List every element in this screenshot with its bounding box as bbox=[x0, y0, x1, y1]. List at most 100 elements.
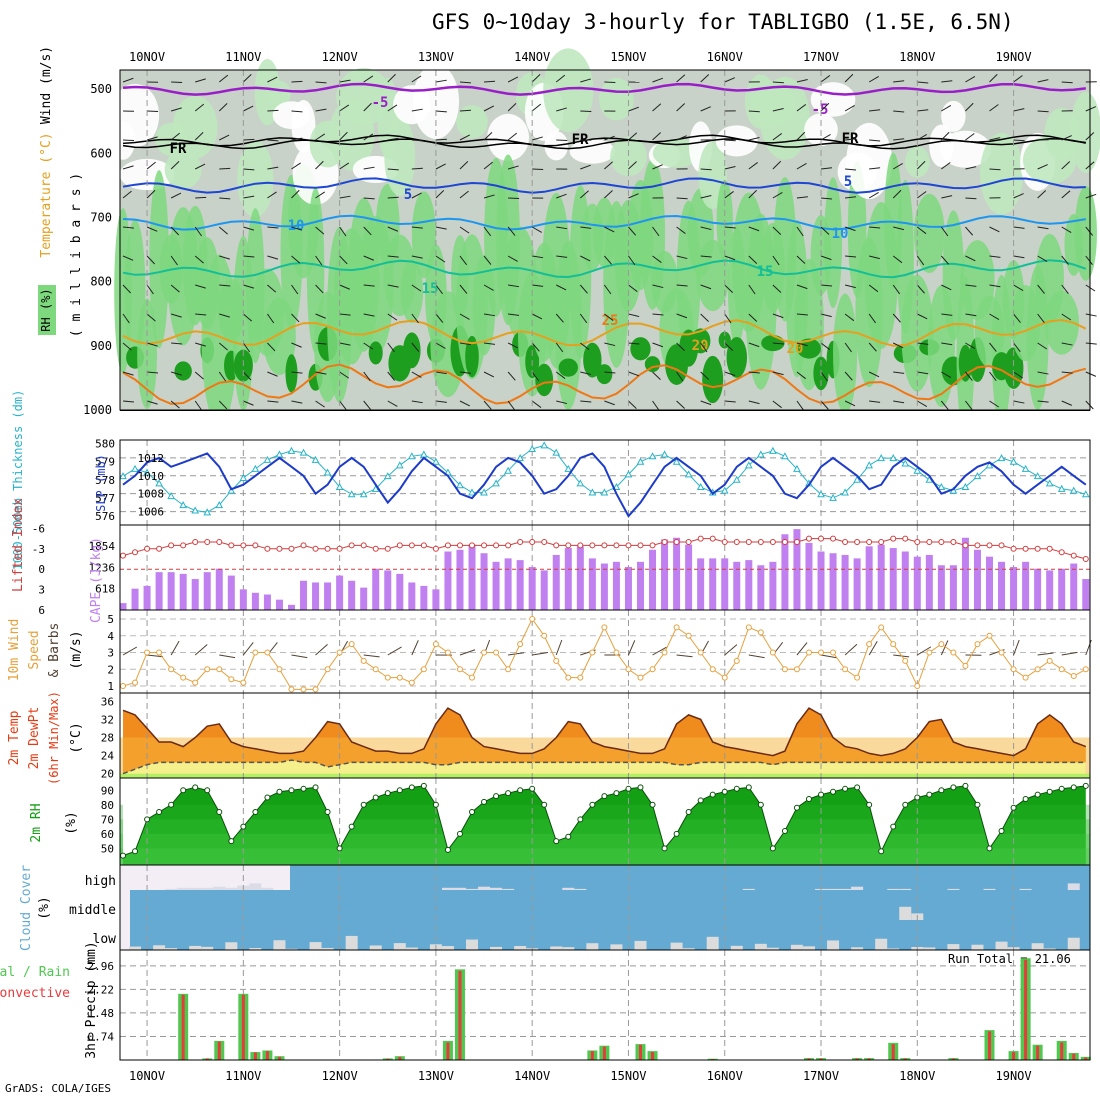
thickness-point bbox=[167, 492, 175, 500]
wind-barb bbox=[989, 226, 1000, 233]
wind-barb bbox=[989, 137, 1001, 141]
temp2m-tick-label: 32 bbox=[101, 713, 114, 726]
precip-conv-bar bbox=[1072, 1053, 1076, 1060]
rh-saturated-patch bbox=[403, 332, 421, 369]
wind10-point bbox=[529, 616, 536, 622]
li-tick-label: -6 bbox=[32, 522, 45, 535]
page-title: GFS 0~10day 3-hourly for TABLIGBO (1.5E,… bbox=[432, 10, 1014, 34]
lifted-index-point bbox=[709, 535, 716, 542]
wind-barb bbox=[724, 255, 736, 261]
rh-moist-patch bbox=[824, 177, 842, 308]
rh2m-point bbox=[469, 809, 476, 816]
precip-conv-bar bbox=[386, 1058, 390, 1060]
wind10-point bbox=[481, 649, 488, 656]
dewpt-series bbox=[122, 759, 1086, 775]
wind-barb bbox=[628, 193, 639, 199]
rh2m-point bbox=[156, 809, 163, 816]
cape-bar bbox=[540, 570, 548, 610]
lifted-index-point bbox=[156, 545, 163, 552]
lifted-index-axis-label: Lifted Index bbox=[11, 498, 26, 592]
wind-barb bbox=[1013, 108, 1025, 112]
high-cloud-bar bbox=[1019, 888, 1032, 890]
wind10-point bbox=[673, 624, 680, 631]
thickness-point bbox=[636, 457, 645, 465]
wind-barb bbox=[459, 313, 470, 320]
cape-bar bbox=[263, 594, 271, 610]
high-cloud-bar bbox=[213, 886, 226, 890]
contour-label: 20 bbox=[787, 341, 804, 357]
cape-bar bbox=[360, 587, 368, 610]
cape-bar bbox=[986, 556, 994, 610]
wind-barb bbox=[363, 255, 375, 261]
wind-barb bbox=[820, 75, 831, 83]
cloud-level-low: low bbox=[93, 932, 117, 947]
wind-barb bbox=[628, 226, 637, 236]
wind-barb bbox=[676, 197, 688, 200]
wind-barb bbox=[146, 342, 158, 347]
contour-label: 5 bbox=[844, 174, 852, 190]
wind-barb bbox=[796, 313, 808, 316]
wind10-barb bbox=[194, 644, 208, 656]
wind-barb bbox=[363, 133, 374, 141]
lifted-index-point bbox=[180, 542, 187, 549]
rh2m-point bbox=[529, 785, 536, 792]
wind-barb bbox=[435, 79, 447, 83]
low-cloud-bar bbox=[490, 946, 503, 950]
wind-barb bbox=[941, 195, 953, 199]
temp-contour-10 bbox=[122, 214, 1086, 231]
wind10-barb bbox=[1013, 639, 1020, 656]
wind-barb bbox=[868, 191, 879, 199]
wind-barb bbox=[507, 102, 517, 112]
wind-barb bbox=[676, 103, 686, 112]
wind-barb bbox=[772, 313, 784, 319]
lifted-index-point bbox=[469, 542, 476, 549]
wind-barb bbox=[724, 371, 736, 377]
wind-barb bbox=[363, 102, 372, 112]
low-cloud-bar bbox=[129, 946, 142, 950]
high-cloud-bar bbox=[887, 888, 900, 890]
rh2m-point bbox=[432, 801, 439, 808]
high-cloud-bar bbox=[441, 887, 454, 890]
lifted-index-point bbox=[902, 535, 909, 542]
wind-barb bbox=[507, 226, 516, 236]
wind10-point bbox=[962, 662, 969, 669]
low-cloud-bar bbox=[766, 947, 779, 950]
wind-barb bbox=[411, 192, 422, 199]
cape-bar bbox=[721, 558, 729, 610]
slp-series bbox=[122, 452, 1087, 518]
rh2m-point bbox=[818, 791, 825, 798]
wind-barb bbox=[387, 168, 399, 171]
wind10-point bbox=[312, 686, 319, 693]
precip-conv-bar bbox=[651, 1052, 655, 1060]
wind-barb bbox=[291, 371, 303, 374]
wind-barb bbox=[435, 110, 447, 113]
rh-saturated-patch bbox=[368, 341, 383, 365]
wind-barb bbox=[267, 166, 279, 170]
wind-barb bbox=[820, 255, 832, 261]
precip-conv-bar bbox=[891, 1044, 895, 1060]
wind-barb bbox=[146, 284, 154, 295]
date-label-top: 18NOV bbox=[899, 50, 935, 64]
wind-barb bbox=[724, 342, 734, 351]
wind10-barb bbox=[1061, 651, 1078, 656]
date-label-top: 10NOV bbox=[129, 50, 165, 64]
wind10-point bbox=[372, 666, 379, 673]
wind10-point bbox=[432, 641, 439, 648]
wind-barb bbox=[122, 139, 135, 142]
rh2m-point bbox=[132, 848, 139, 855]
wind-barb bbox=[724, 226, 736, 229]
wind-barb bbox=[339, 104, 350, 112]
wind-barb bbox=[267, 109, 279, 112]
temp-contour-25 bbox=[122, 363, 1087, 405]
cape-bar bbox=[624, 566, 632, 610]
wind-barb bbox=[892, 255, 903, 264]
cape-bar bbox=[312, 582, 320, 610]
wind10-point bbox=[938, 641, 945, 648]
wind-barb bbox=[218, 371, 227, 382]
low-cloud-bar bbox=[923, 947, 936, 950]
wind10-barb bbox=[219, 654, 236, 659]
thickness-point bbox=[191, 506, 200, 514]
wind-barb bbox=[1085, 371, 1097, 377]
rh2m-point bbox=[721, 788, 728, 795]
wind-barb bbox=[291, 342, 302, 348]
